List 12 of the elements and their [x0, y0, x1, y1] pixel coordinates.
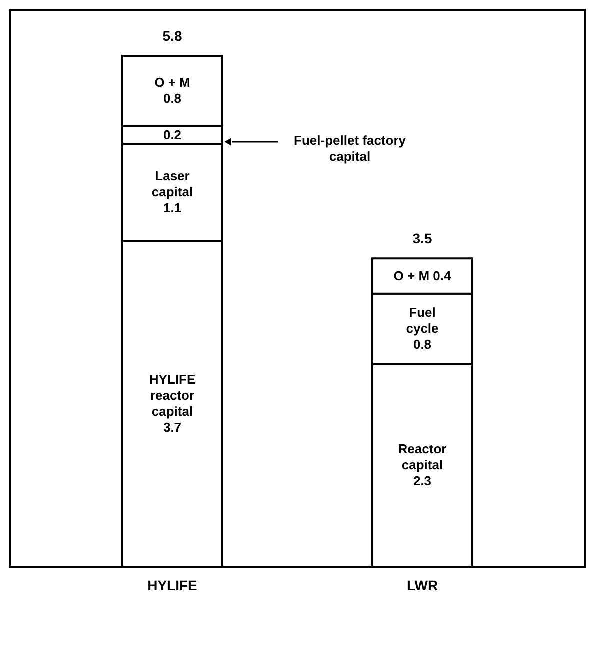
- data-label: 0.2: [163, 127, 182, 142]
- data-label: Fuel cycle 0.8: [406, 305, 439, 352]
- total-label: 3.5: [412, 230, 432, 247]
- data-label: O + M 0.4: [394, 268, 452, 284]
- total-label: 5.8: [162, 28, 182, 44]
- annotation: Fuel-pellet factory capital: [294, 133, 407, 164]
- data-label: Reactor capital 2.3: [398, 442, 447, 489]
- x-tick-label: HYLIFE: [148, 578, 198, 594]
- data-label: O + M 0.8: [154, 75, 190, 106]
- data-label: Laser capital 1.1: [152, 168, 194, 216]
- data-label: HYLIFE reactor capital 3.7: [149, 372, 196, 436]
- x-tick-label: LWR: [406, 578, 438, 594]
